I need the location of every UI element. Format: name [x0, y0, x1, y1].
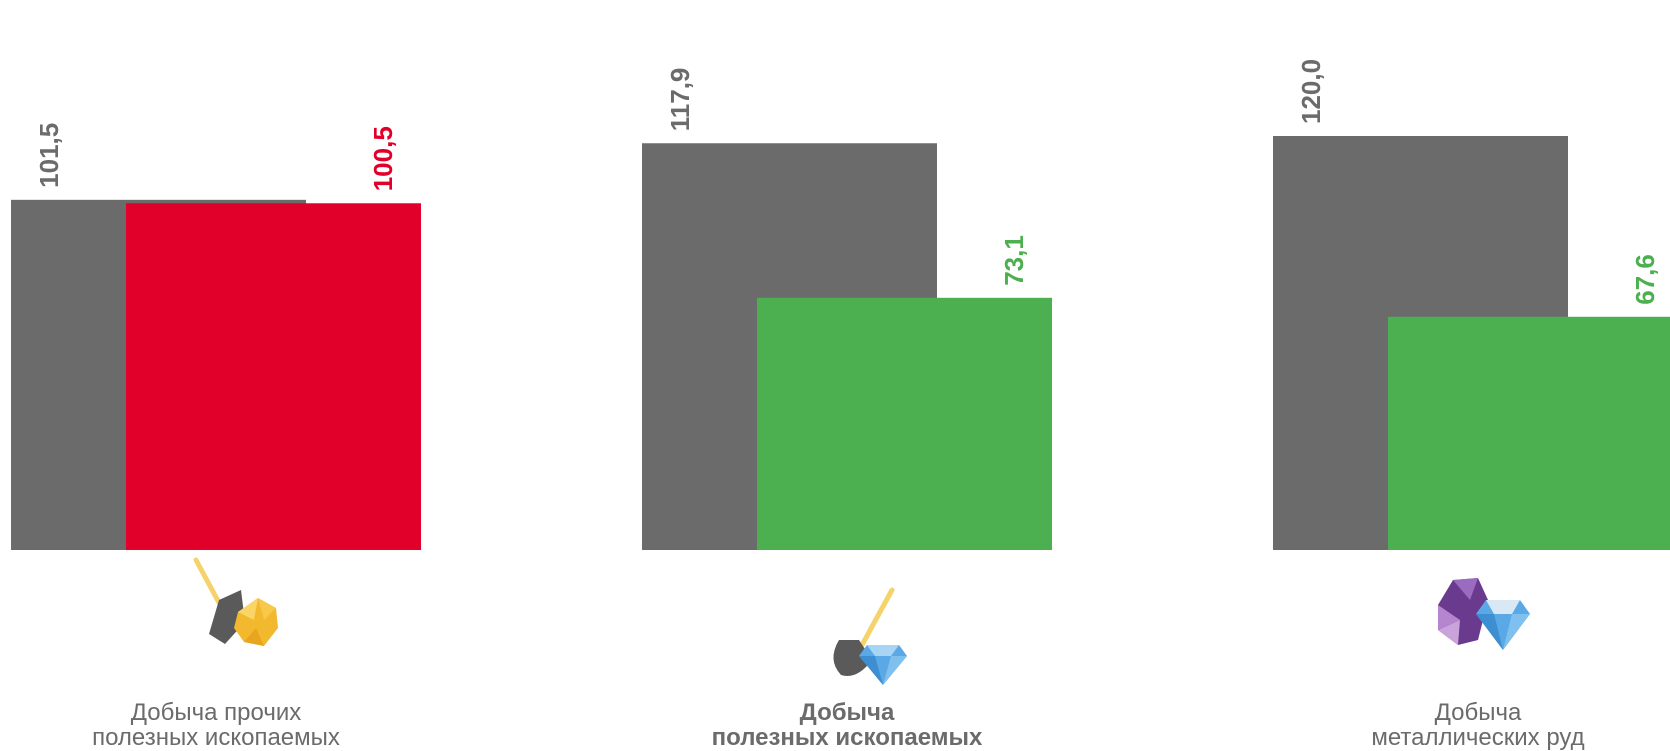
ore-piece-4: [244, 628, 264, 646]
shovel-diamond-icon: [833, 587, 907, 685]
diamond-left: [1476, 614, 1503, 650]
gems-diamond-icon: [1438, 578, 1530, 650]
bar-group-1: [11, 199, 421, 550]
value-label-series2-3: 67,6: [1630, 254, 1660, 305]
shovel-gold-ore-icon: [193, 557, 278, 646]
bar-series2-1: [126, 203, 421, 550]
diamond-right: [1503, 614, 1530, 650]
diamond-body: [859, 645, 907, 685]
diamond-right: [883, 656, 907, 685]
category-label-3-line1: Добыча: [1435, 699, 1522, 726]
gold-ore: [234, 598, 278, 646]
diamond: [1476, 600, 1530, 650]
bar-series2-2: [757, 297, 1052, 550]
value-label-series1-1: 101,5: [34, 123, 64, 188]
gems: [1438, 578, 1488, 645]
category-label-2-line2: полезных ископаемых: [712, 724, 983, 751]
value-label-series2-2: 73,1: [999, 235, 1029, 286]
value-label-series1-3: 120,0: [1296, 59, 1326, 124]
value-label-series1-2: 117,9: [665, 68, 695, 132]
gem-1-facet: [1453, 578, 1478, 600]
bar-series2-3: [1388, 316, 1670, 550]
bar-group-2: [642, 143, 1052, 550]
shovel-blade: [833, 640, 872, 676]
category-label-2-line1: Добыча: [800, 699, 895, 726]
gem-1-facet-3: [1438, 605, 1460, 630]
diamond: [859, 645, 907, 685]
bar-group-3: [1273, 136, 1670, 550]
value-label-series2-1: 100,5: [368, 126, 398, 191]
category-label-1-line2: полезных ископаемых: [92, 724, 340, 751]
diamond-top: [867, 645, 899, 656]
ore-piece-3: [258, 598, 276, 620]
diamond-body: [1476, 600, 1530, 650]
category-label-3-line2: металлических руд: [1371, 724, 1584, 751]
shovel-handle: [859, 587, 895, 648]
diamond-top: [1486, 600, 1520, 614]
diamond-left: [859, 656, 883, 685]
category-label-1-line1: Добыча прочих: [131, 699, 301, 726]
ore-piece-2: [238, 598, 258, 620]
gem-1-facet-2: [1438, 620, 1460, 645]
